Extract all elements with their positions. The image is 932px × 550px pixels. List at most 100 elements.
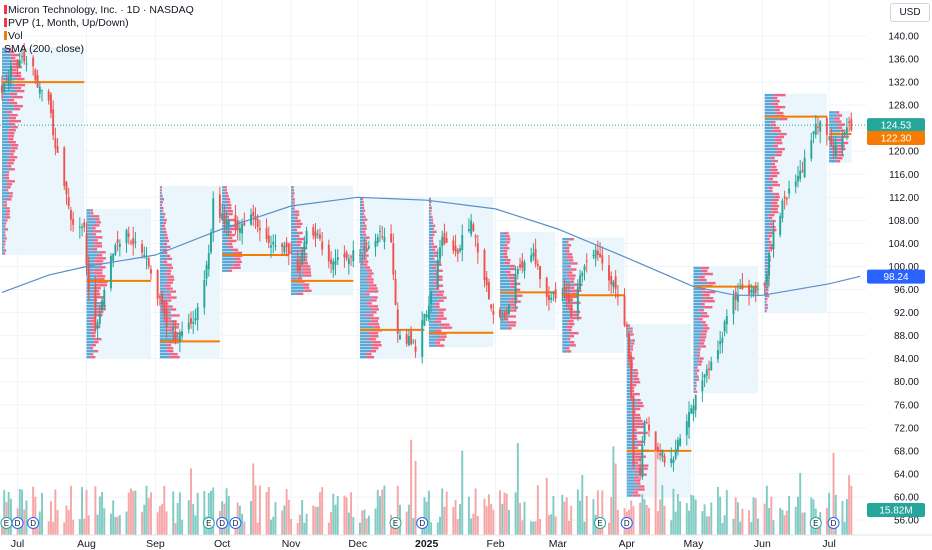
volume-bar [470,518,473,535]
profile-row-down [9,71,22,75]
candle-body [236,220,239,231]
profile-row-up [291,234,297,238]
profile-row-down [773,93,786,97]
profile-row-down [704,306,713,309]
profile-row-down [695,372,698,375]
event-letter: D [15,519,21,528]
volume-bar [18,489,21,535]
volume-bar [794,506,797,535]
dividend-event-icon[interactable] [27,517,40,529]
profile-row-down [637,404,644,408]
dividend-event-icon[interactable] [11,517,24,529]
earnings-event-icon[interactable] [389,517,402,529]
profile-row-up [764,96,773,100]
candle-body [390,233,393,243]
profile-row-down [698,278,707,282]
profile-row-up [764,309,766,313]
profile-row-up [562,328,568,332]
legend-indicator-pvp[interactable]: PVP (1, Month, Up/Down) [4,17,194,30]
candle-body [708,368,710,371]
profile-row-down [637,440,646,444]
profile-row-down [436,338,445,341]
profile-row-up [693,312,702,315]
legend-indicator-vol[interactable]: Vol [4,30,194,43]
profile-row-up [2,147,12,150]
profile-row-down [167,275,174,278]
profile-row-up [626,455,635,458]
profile-row-down [570,316,582,320]
profile-row-down [6,110,13,114]
profile-row-up [562,274,568,277]
profile-row-up [2,159,9,162]
candle-body [23,51,26,62]
event-letter: D [30,519,36,528]
profile-row-up [562,265,567,268]
profile-row-down [6,186,11,189]
currency-button[interactable]: USD [890,3,930,22]
profile-row-down [439,311,444,314]
profile-row-up [562,304,570,308]
profile-row-up [428,215,432,219]
profile-row-up [159,254,167,258]
earnings-event-icon[interactable] [809,517,822,529]
dividend-event-icon[interactable] [216,517,229,529]
volume-bar [467,496,470,535]
volume-bar [134,490,137,535]
profile-row-down [5,174,9,177]
legend-indicator-sma[interactable]: SMA (200, close) [4,43,194,56]
dividend-event-icon[interactable] [229,517,242,529]
profile-row-up [562,237,571,241]
legend-title[interactable]: Micron Technology, Inc. · 1D · NASDAQ [4,4,194,17]
profile-row-down [10,168,15,171]
profile-row-up [428,314,438,317]
candle-body [441,236,444,247]
profile-row-up [2,240,4,243]
profile-row-up [562,271,567,274]
profile-row-up [764,93,774,97]
dividend-event-icon[interactable] [827,517,840,529]
earnings-event-icon[interactable] [202,517,215,529]
x-tick-label: Jul [822,538,835,550]
candle-body [78,226,81,228]
profile-row-down [163,242,168,246]
profile-row-down [570,344,576,347]
profile-row-up [764,216,769,220]
profile-row-up [2,225,5,228]
profile-row-down [503,255,509,259]
candle-body [190,318,192,324]
profile-row-up [359,332,369,335]
profile-row-up [764,261,767,265]
profile-row-down [6,198,12,201]
volume-bar [770,496,773,535]
profile-row-up [764,234,769,238]
candle-body [770,248,773,250]
candle-body [347,258,350,265]
profile-row-up [764,198,772,202]
dividend-event-icon[interactable] [416,517,429,529]
profile-row-down [97,281,108,284]
dividend-event-icon[interactable] [620,517,633,529]
profile-row-up [693,351,698,354]
volume-bar [763,503,766,535]
profile-row-down [508,303,516,306]
volume-bar [601,490,604,535]
earnings-event-icon[interactable] [594,517,607,529]
profile-row-up [291,249,300,253]
profile-row-up [562,262,573,265]
profile-row-up [2,101,10,105]
candle-body [258,228,261,231]
candle-body [610,275,613,285]
profile-row-up [693,339,701,342]
profile-row-down [361,212,365,215]
time-axis[interactable]: Jul Aug Sep Oct Nov Dec 2025 Feb Mar Apr May Jun Jul [0,534,932,550]
profile-row-down [767,276,770,280]
x-tick-label: Jun [754,538,771,550]
profile-row-up [562,338,568,341]
volume-bar [296,522,299,535]
profile-row-up [2,153,10,156]
profile-row-up [428,278,435,281]
profile-row-up [86,275,98,278]
volume-bar [118,515,121,535]
